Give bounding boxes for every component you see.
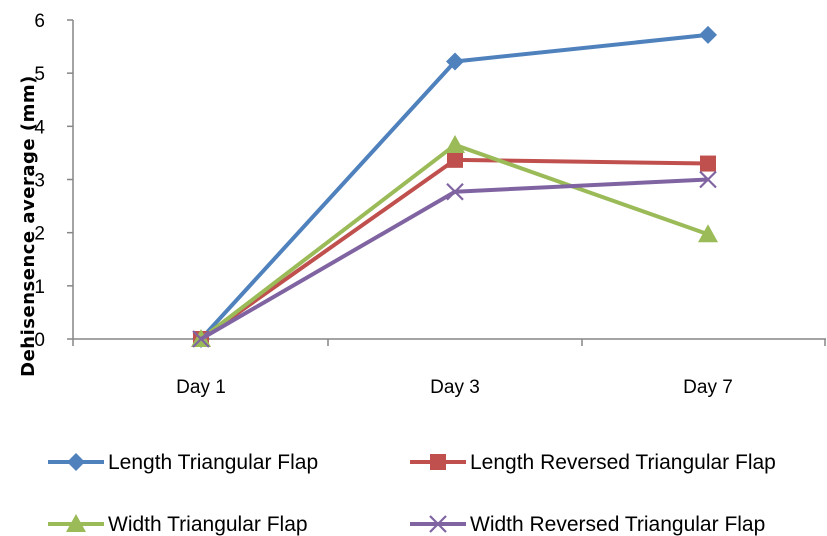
series-line [199,177,709,341]
legend-marker [66,514,86,532]
x-tick-label: Day 3 [430,377,480,398]
y-tick-label: 4 [34,117,45,138]
data-point [445,134,465,153]
data-point [699,25,717,44]
data-point [700,155,716,172]
data-point [446,182,464,201]
series-3 [192,170,717,348]
legend-marker [67,453,85,471]
plot-area [191,25,718,348]
y-tick-label: 0 [34,330,45,351]
y-tick-label: 2 [34,224,45,245]
legend-item: Length Triangular Flap [48,451,318,474]
x-tick-label: Day 7 [683,377,733,398]
data-point [698,224,718,243]
legend-label: Width Reversed Triangular Flap [470,513,765,536]
legend: Length Triangular Flap Length Reversed Tr… [48,451,776,536]
data-point [447,151,463,168]
data-point [699,170,717,189]
legend-label: Length Reversed Triangular Flap [470,451,776,474]
legend-marker [429,515,447,533]
y-tick-label: 1 [34,277,45,298]
legend-item: Width Reversed Triangular Flap [410,513,765,536]
y-axis-title: Dehisensence average (mm) [18,75,39,377]
legend-item: Length Reversed Triangular Flap [410,451,776,474]
data-point [192,330,210,348]
y-tick-label: 3 [34,171,45,192]
data-point [446,52,464,71]
x-tick-label: Day 1 [176,377,226,398]
y-tick-label: 5 [34,64,45,85]
legend-marker [430,454,446,470]
legend-item: Width Triangular Flap [48,513,308,536]
y-tick-label: 6 [34,11,45,32]
series-line [199,142,709,341]
legend-label: Width Triangular Flap [108,513,308,536]
series-line [199,157,709,341]
legend-label: Length Triangular Flap [108,451,318,474]
